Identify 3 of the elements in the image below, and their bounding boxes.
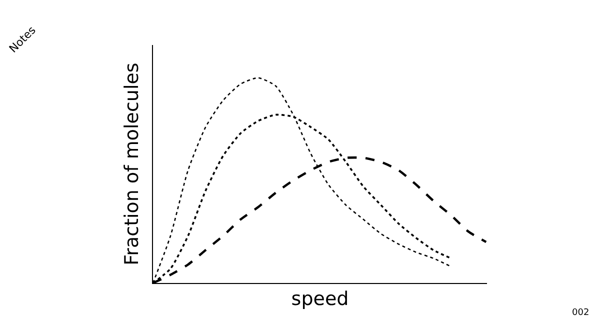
text: 002 [572,308,590,318]
y-axis-title: Fraction of molecules [120,62,143,266]
x-axis-title: speed [291,288,349,310]
